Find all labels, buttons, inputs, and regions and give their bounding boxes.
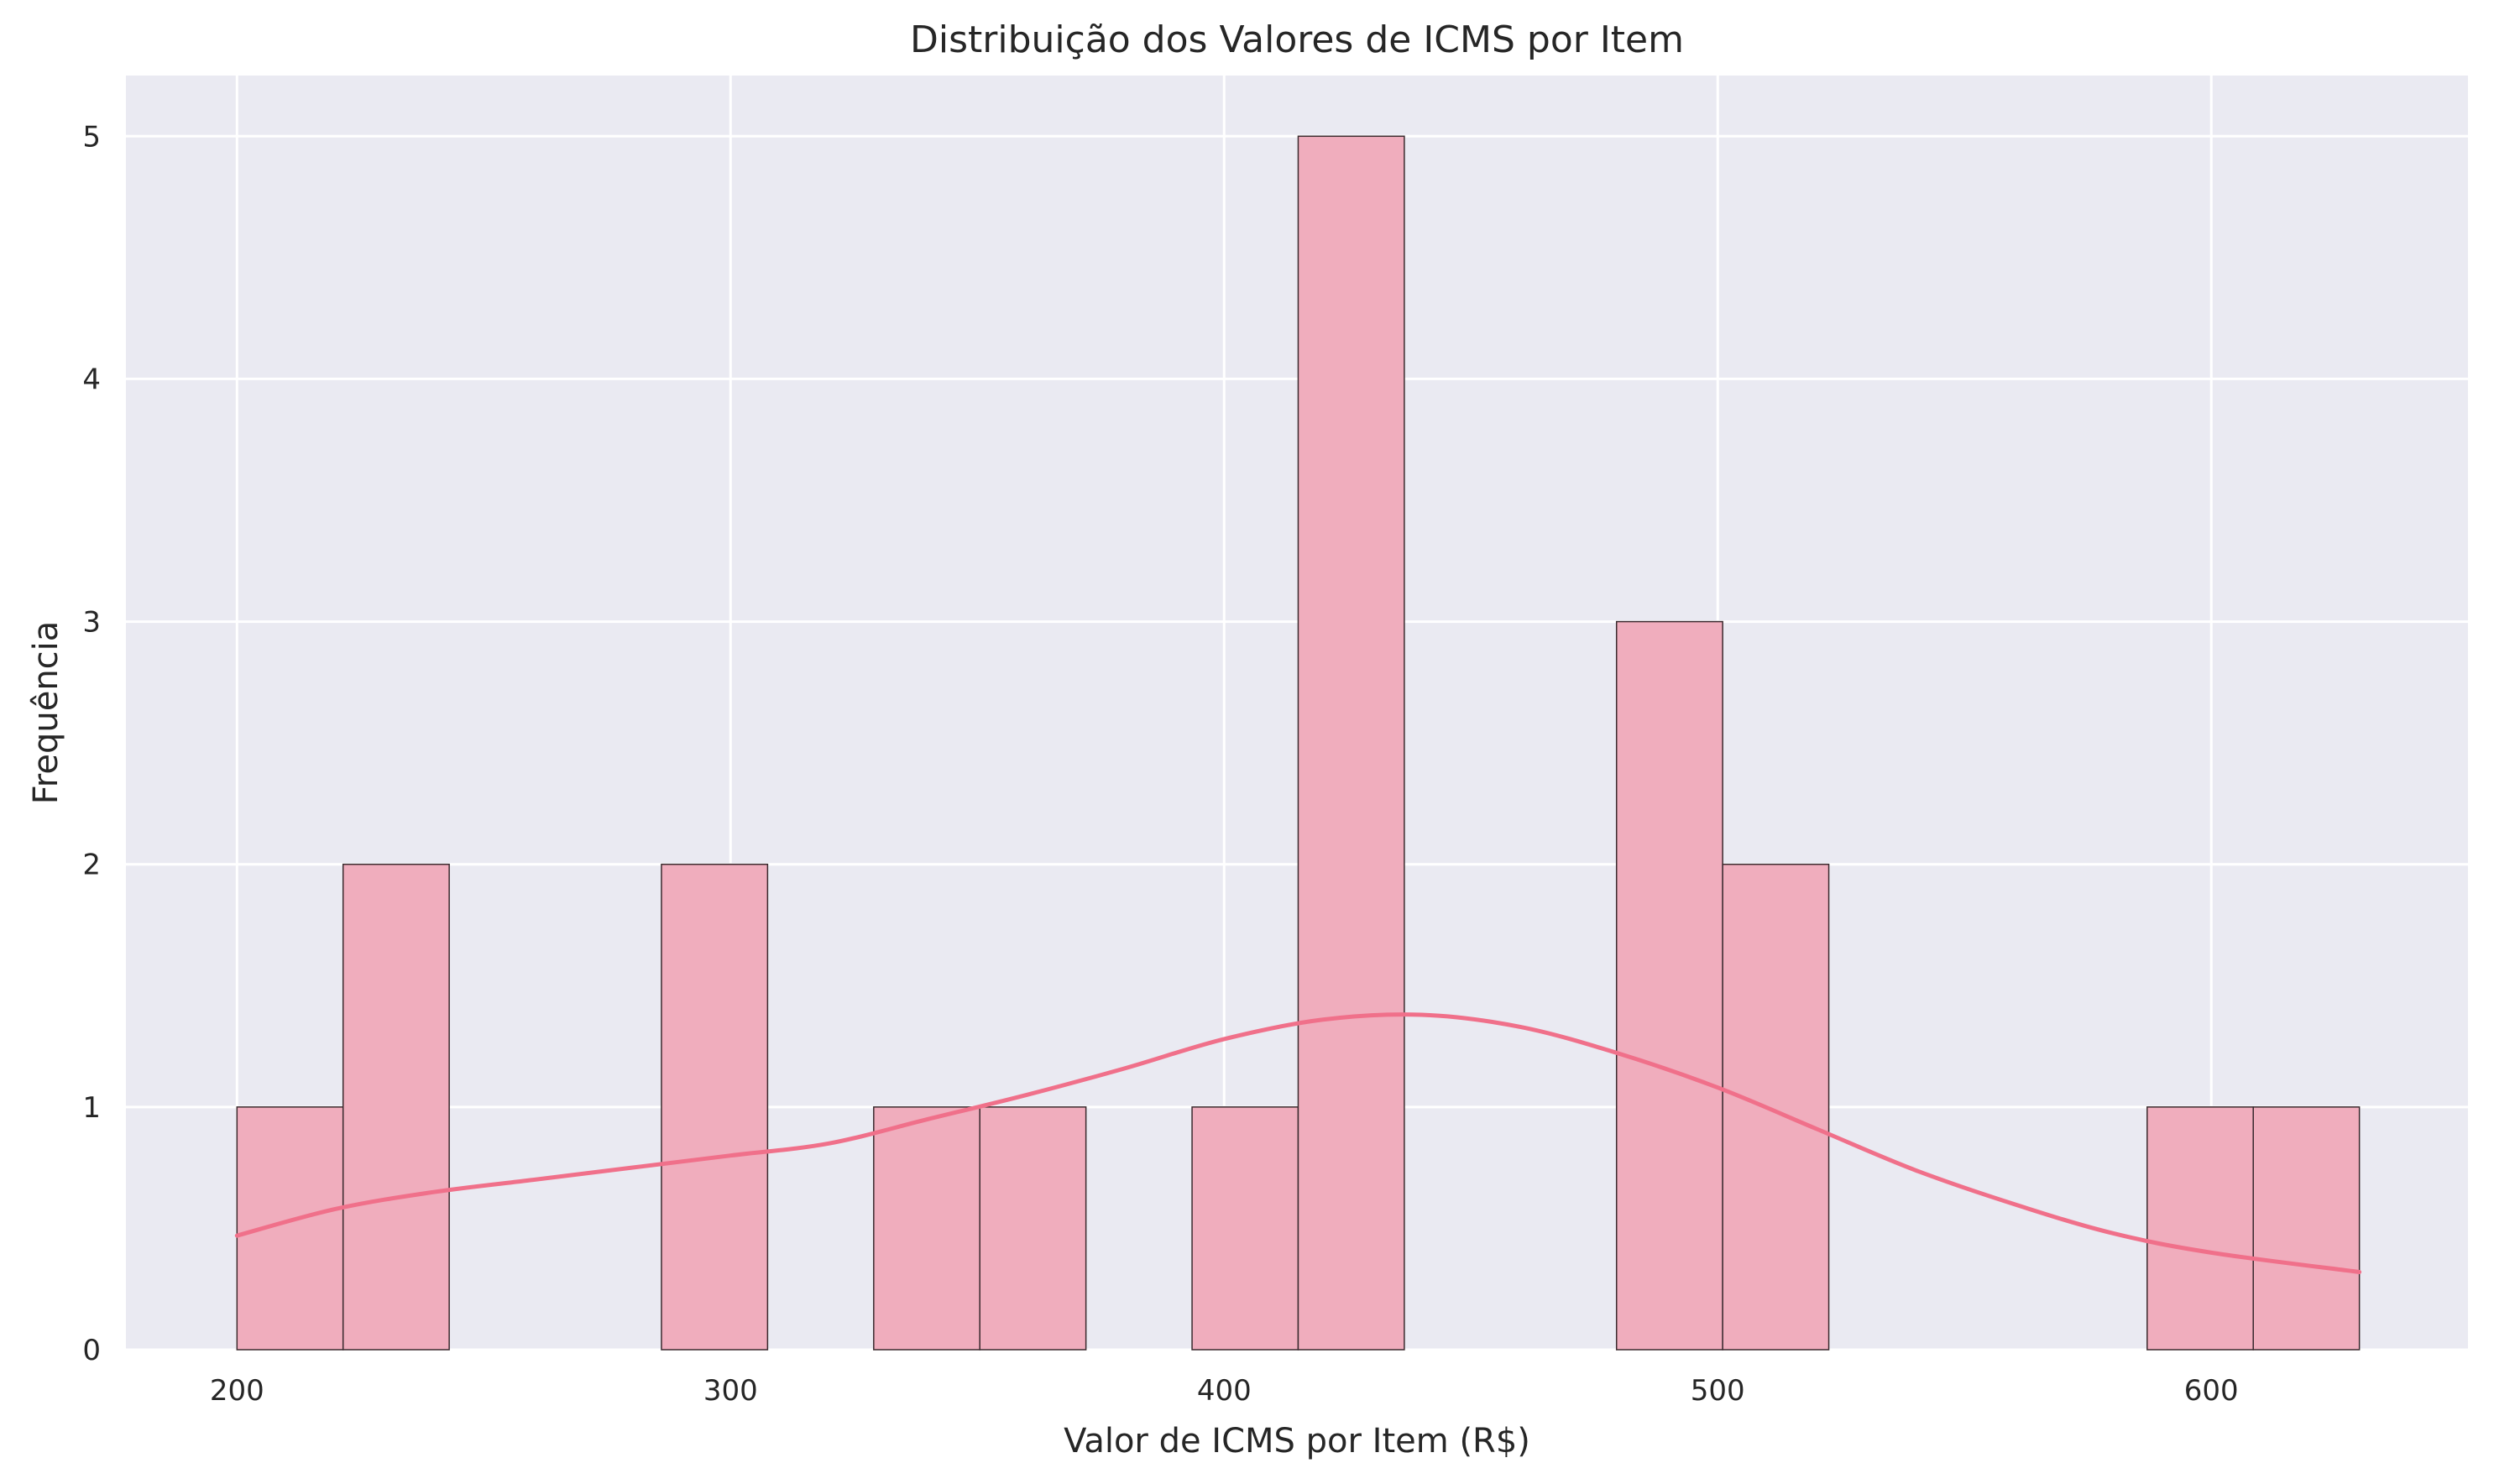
- x-tick-label: 400: [1197, 1374, 1252, 1408]
- y-tick-label: 4: [82, 363, 101, 396]
- x-tick-label: 500: [1691, 1374, 1745, 1408]
- histogram-bar: [2252, 1106, 2361, 1351]
- y-axis-label: Frequência: [27, 621, 65, 805]
- histogram-bar: [342, 863, 450, 1351]
- y-tick-label: 2: [82, 849, 101, 882]
- histogram-bar: [2146, 1106, 2254, 1351]
- histogram-bar: [979, 1106, 1087, 1351]
- histogram-bar: [661, 863, 769, 1351]
- y-tick-label: 3: [82, 606, 101, 640]
- x-tick-labels: 200 300 400 500 600: [210, 1374, 2239, 1408]
- y-tick-labels: 0 1 2 3 4 5: [82, 120, 101, 1367]
- x-tick-label: 600: [2184, 1374, 2239, 1408]
- histogram-bar: [1297, 135, 1405, 1351]
- grid-lines: [126, 76, 2468, 1351]
- histogram-bar: [1615, 620, 1723, 1351]
- kde-curve: [234, 1012, 2362, 1274]
- histogram-bar: [873, 1106, 980, 1351]
- x-tick-label: 300: [703, 1374, 758, 1408]
- histogram-bar: [1722, 863, 1830, 1351]
- y-tick-label: 5: [82, 120, 101, 154]
- y-tick-label: 1: [82, 1091, 101, 1125]
- histogram-bar: [1191, 1106, 1299, 1351]
- histogram-bar: [236, 1106, 344, 1351]
- chart-title: Distribuição dos Valores de ICMS por Ite…: [910, 18, 1684, 61]
- y-tick-label: 0: [82, 1334, 101, 1367]
- x-axis-label: Valor de ICMS por Item (R$): [1064, 1422, 1530, 1460]
- histogram-bars: [236, 135, 2361, 1351]
- x-tick-label: 200: [210, 1374, 264, 1408]
